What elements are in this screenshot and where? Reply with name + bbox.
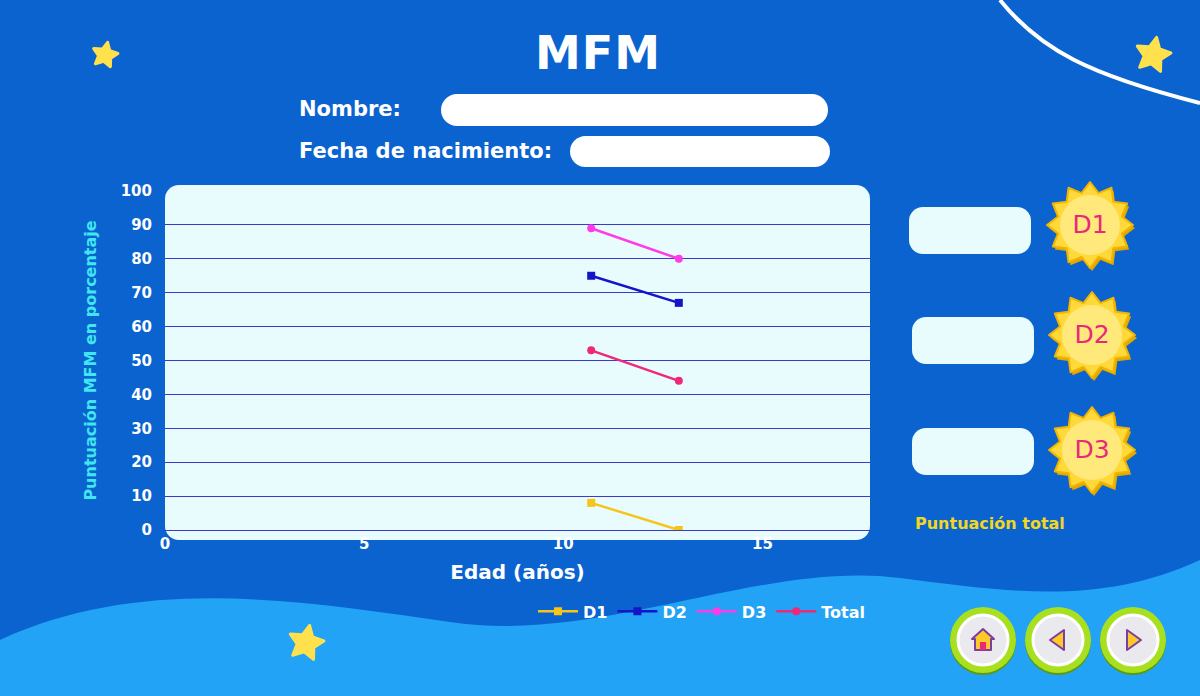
- svg-text:60: 60: [131, 318, 152, 336]
- svg-text:10: 10: [131, 487, 152, 505]
- svg-text:20: 20: [131, 453, 152, 471]
- svg-text:D3: D3: [742, 603, 766, 622]
- svg-text:15: 15: [752, 535, 773, 553]
- svg-text:D2: D2: [662, 603, 686, 622]
- svg-text:80: 80: [131, 250, 152, 268]
- svg-text:100: 100: [121, 182, 152, 200]
- svg-text:70: 70: [131, 284, 152, 302]
- html-text:D2: D2: [1074, 320, 1110, 349]
- html-text:D1: D1: [1072, 210, 1108, 239]
- svg-text:90: 90: [131, 216, 152, 234]
- svg-text:Edad (años): Edad (años): [450, 560, 584, 584]
- svg-text:0: 0: [142, 521, 152, 539]
- svg-text:40: 40: [131, 386, 152, 404]
- svg-text:D1: D1: [583, 603, 607, 622]
- svg-text:10: 10: [553, 535, 574, 553]
- svg-text:30: 30: [131, 420, 152, 438]
- svg-text:0: 0: [160, 535, 170, 553]
- html-text:MFM: MFM: [535, 26, 661, 80]
- html-text:Puntuación total: Puntuación total: [915, 514, 1065, 533]
- svg-text:Puntuación MFM en porcentaje: Puntuación MFM en porcentaje: [81, 220, 100, 500]
- html-text:D3: D3: [1074, 435, 1110, 464]
- svg-text:50: 50: [131, 352, 152, 370]
- svg-text:5: 5: [359, 535, 369, 553]
- html-text:Nombre:: Nombre:: [299, 97, 401, 121]
- svg-text:Total: Total: [821, 603, 865, 622]
- html-text:Fecha de nacimiento:: Fecha de nacimiento:: [299, 139, 553, 163]
